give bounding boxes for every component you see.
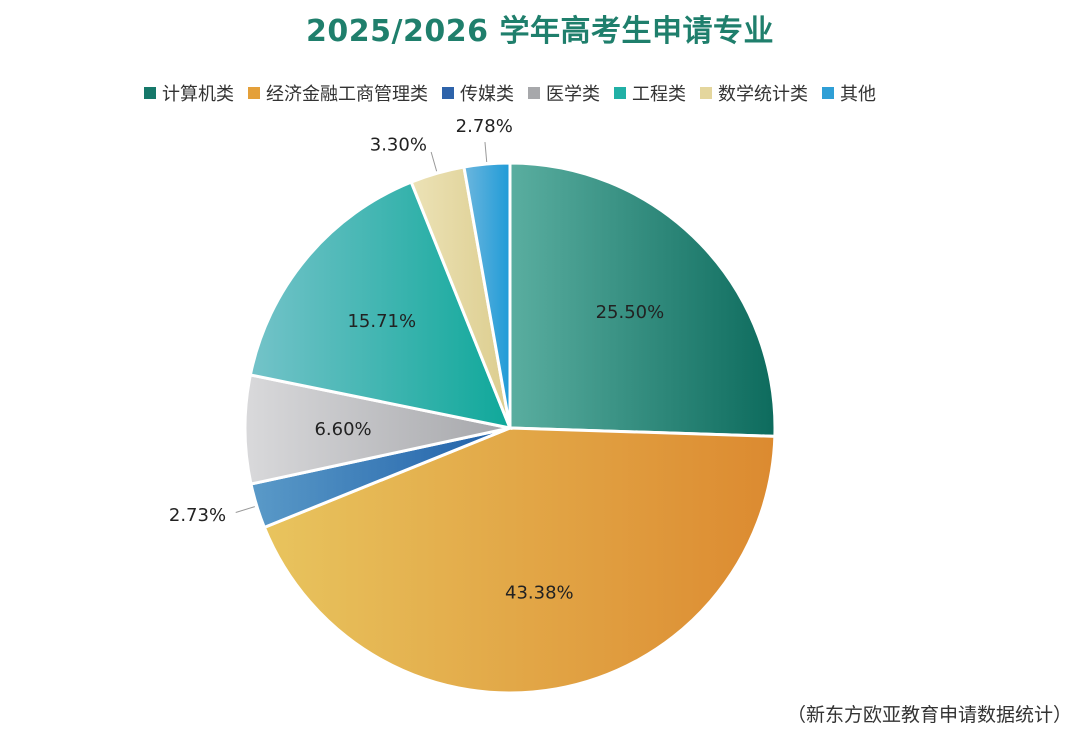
leader-line bbox=[430, 151, 438, 172]
legend-swatch bbox=[442, 87, 454, 99]
chart-legend: 计算机类 经济金融工商管理类 传媒类 医学类 工程类 数学统计类 其他 bbox=[0, 80, 1020, 106]
legend-label: 经济金融工商管理类 bbox=[266, 84, 428, 105]
legend-item: 计算机类 bbox=[144, 80, 234, 106]
legend-item: 传媒类 bbox=[442, 80, 514, 106]
legend-label: 医学类 bbox=[546, 84, 600, 105]
pie-slice bbox=[508, 161, 777, 438]
slice-label: 2.78% bbox=[456, 116, 513, 137]
slice-label: 3.30% bbox=[370, 134, 427, 155]
slice-label: 43.38% bbox=[505, 582, 574, 603]
leader-line bbox=[235, 506, 255, 513]
legend-swatch bbox=[614, 87, 626, 99]
legend-label: 工程类 bbox=[632, 84, 686, 105]
slice-label: 6.60% bbox=[314, 419, 371, 440]
pie-slice bbox=[243, 373, 511, 486]
slice-label: 25.50% bbox=[596, 302, 665, 323]
source-note: （新东方欧亚教育申请数据统计） bbox=[786, 704, 1072, 726]
legend-swatch bbox=[700, 87, 712, 99]
legend-label: 其他 bbox=[840, 84, 876, 105]
legend-item: 经济金融工商管理类 bbox=[248, 80, 428, 106]
legend-item: 医学类 bbox=[528, 80, 600, 106]
slice-label: 2.73% bbox=[169, 505, 226, 526]
legend-label: 传媒类 bbox=[460, 84, 514, 105]
pie-slice bbox=[248, 180, 513, 431]
legend-item: 数学统计类 bbox=[700, 80, 808, 106]
legend-swatch bbox=[144, 87, 156, 99]
legend-item: 其他 bbox=[822, 80, 876, 106]
legend-label: 数学统计类 bbox=[718, 84, 808, 105]
legend-swatch bbox=[248, 87, 260, 99]
leader-line bbox=[484, 142, 488, 163]
pie-slice bbox=[262, 426, 777, 695]
legend-label: 计算机类 bbox=[162, 84, 234, 105]
pie-slice bbox=[462, 161, 512, 429]
legend-swatch bbox=[528, 87, 540, 99]
legend-item: 工程类 bbox=[614, 80, 686, 106]
legend-swatch bbox=[822, 87, 834, 99]
chart-title: 2025/2026 学年高考生申请专业 bbox=[306, 14, 774, 49]
slice-label: 15.71% bbox=[347, 311, 416, 332]
